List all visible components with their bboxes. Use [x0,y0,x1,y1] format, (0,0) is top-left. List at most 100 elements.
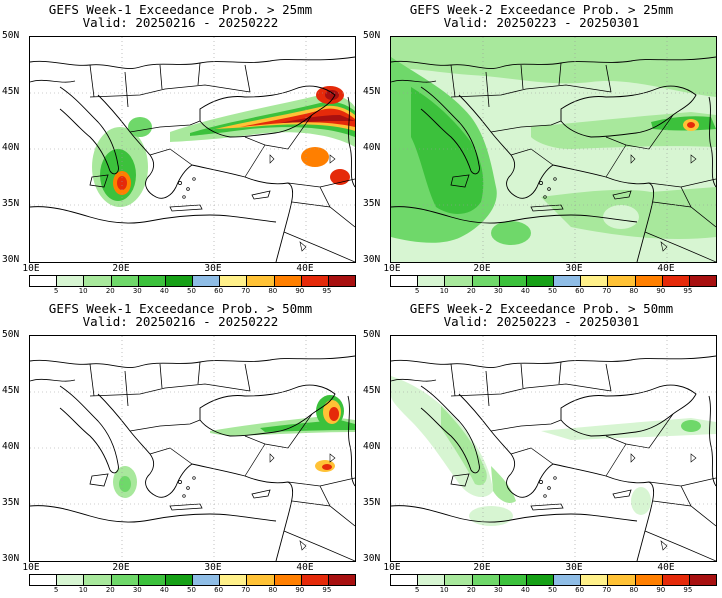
colorbar-level-label: 30 [493,287,503,295]
lat-label: 30N [363,553,381,564]
colorbar-swatch [418,276,446,286]
panel-valid-dates: Valid: 20250216 - 20250222 [82,15,279,30]
colorbar-swatch [30,575,58,585]
colorbar-level-label: 70 [241,586,251,594]
colorbar-swatch [328,575,356,585]
lat-label: 50N [363,30,381,41]
colorbar-level-label: 10 [78,287,88,295]
colorbar-swatch [328,276,356,286]
lon-label: 30E [565,263,583,274]
colorbar-level-label: 40 [520,287,530,295]
lon-label: 10E [383,263,401,274]
colorbar-level-label: 90 [656,586,666,594]
colorbar-level-label: 40 [159,287,169,295]
colorbar-level-label: 20 [466,586,476,594]
colorbar-swatch [445,575,473,585]
lat-label: 30N [2,553,20,564]
lon-label: 40E [296,562,314,573]
lon-label: 10E [22,263,40,274]
precip-probability-map [390,335,717,562]
colorbar-level-label: 90 [295,287,305,295]
colorbar-level-label: 5 [53,287,59,295]
panel-valid-dates: Valid: 20250223 - 20250301 [443,15,640,30]
colorbar-level-label: 80 [629,287,639,295]
colorbar-level-label: 60 [214,287,224,295]
colorbar-level-label: 40 [159,586,169,594]
lat-label: 40N [2,142,20,153]
lon-label: 10E [383,562,401,573]
colorbar-swatch [84,276,112,286]
colorbar-swatch [274,276,302,286]
colorbar-swatch [554,276,582,286]
colorbar-swatch [165,575,194,585]
colorbar-level-label: 90 [295,586,305,594]
colorbar [390,574,717,586]
colorbar-level-label: 60 [214,586,224,594]
colorbar-level-label: 50 [187,586,196,594]
lon-label: 40E [657,562,675,573]
colorbar-swatch [57,575,85,585]
lat-label: 50N [363,329,381,340]
lat-label: 45N [2,86,20,97]
colorbar-labels: 5 10 20 30 40 50 60 70 80 90 95 [29,287,354,296]
map-panel-3: GEFS Week-1 Exceedance Prob. > 50mm Valid… [0,299,361,598]
lon-label: 30E [565,562,583,573]
colorbar-level-label: 70 [602,287,612,295]
lat-label: 45N [2,385,20,396]
colorbar-level-label: 50 [548,586,557,594]
colorbar-swatch [689,276,717,286]
lat-label: 35N [2,198,20,209]
lon-label: 40E [296,263,314,274]
map-panel-2: GEFS Week-2 Exceedance Prob. > 25mm Valid… [361,0,722,299]
colorbar-level-label: 10 [78,586,88,594]
lat-label: 40N [363,142,381,153]
colorbar-swatch [472,575,500,585]
colorbar [29,574,356,586]
panel-title: GEFS Week-2 Exceedance Prob. > 25mm [409,2,674,17]
colorbar-swatch [30,276,58,286]
lon-label: 20E [112,562,130,573]
lon-label: 20E [112,263,130,274]
lat-label: 35N [2,497,20,508]
colorbar-swatch [391,575,419,585]
colorbar-level-label: 90 [656,287,666,295]
colorbar-level-label: 95 [683,287,693,295]
colorbar-swatch [499,575,527,585]
colorbar-swatch [581,276,609,286]
colorbar-level-label: 80 [629,586,639,594]
lon-label: 20E [473,263,491,274]
lat-label: 40N [2,441,20,452]
map-panel-4: GEFS Week-2 Exceedance Prob. > 50mm Valid… [361,299,722,598]
panel-title: GEFS Week-2 Exceedance Prob. > 50mm [409,301,674,316]
colorbar-level-label: 10 [439,586,449,594]
colorbar-swatch [499,276,527,286]
colorbar-swatch [111,575,139,585]
map-panel-1: GEFS Week-1 Exceedance Prob. > 25mm Valid… [0,0,361,299]
colorbar [29,275,356,287]
colorbar-swatch [193,276,221,286]
colorbar-level-label: 95 [683,586,693,594]
colorbar-swatch [84,575,112,585]
colorbar-swatch [581,575,609,585]
colorbar-level-label: 70 [241,287,251,295]
lat-label: 45N [363,385,381,396]
colorbar-swatch [445,276,473,286]
colorbar-level-label: 50 [187,287,196,295]
lat-label: 40N [363,441,381,452]
lat-label: 35N [363,497,381,508]
colorbar-swatch [220,575,248,585]
colorbar-level-label: 20 [466,287,476,295]
lat-label: 35N [363,198,381,209]
lon-label: 20E [473,562,491,573]
colorbar-swatch [138,575,166,585]
colorbar-level-label: 80 [268,287,278,295]
colorbar-swatch [608,575,636,585]
panel-valid-dates: Valid: 20250223 - 20250301 [443,314,640,329]
colorbar-swatch [301,575,329,585]
colorbar-level-label: 10 [439,287,449,295]
colorbar-level-label: 95 [322,586,332,594]
colorbar-swatch [138,276,166,286]
colorbar-level-label: 30 [132,586,142,594]
colorbar-swatch [57,276,85,286]
colorbar-level-label: 40 [520,586,530,594]
